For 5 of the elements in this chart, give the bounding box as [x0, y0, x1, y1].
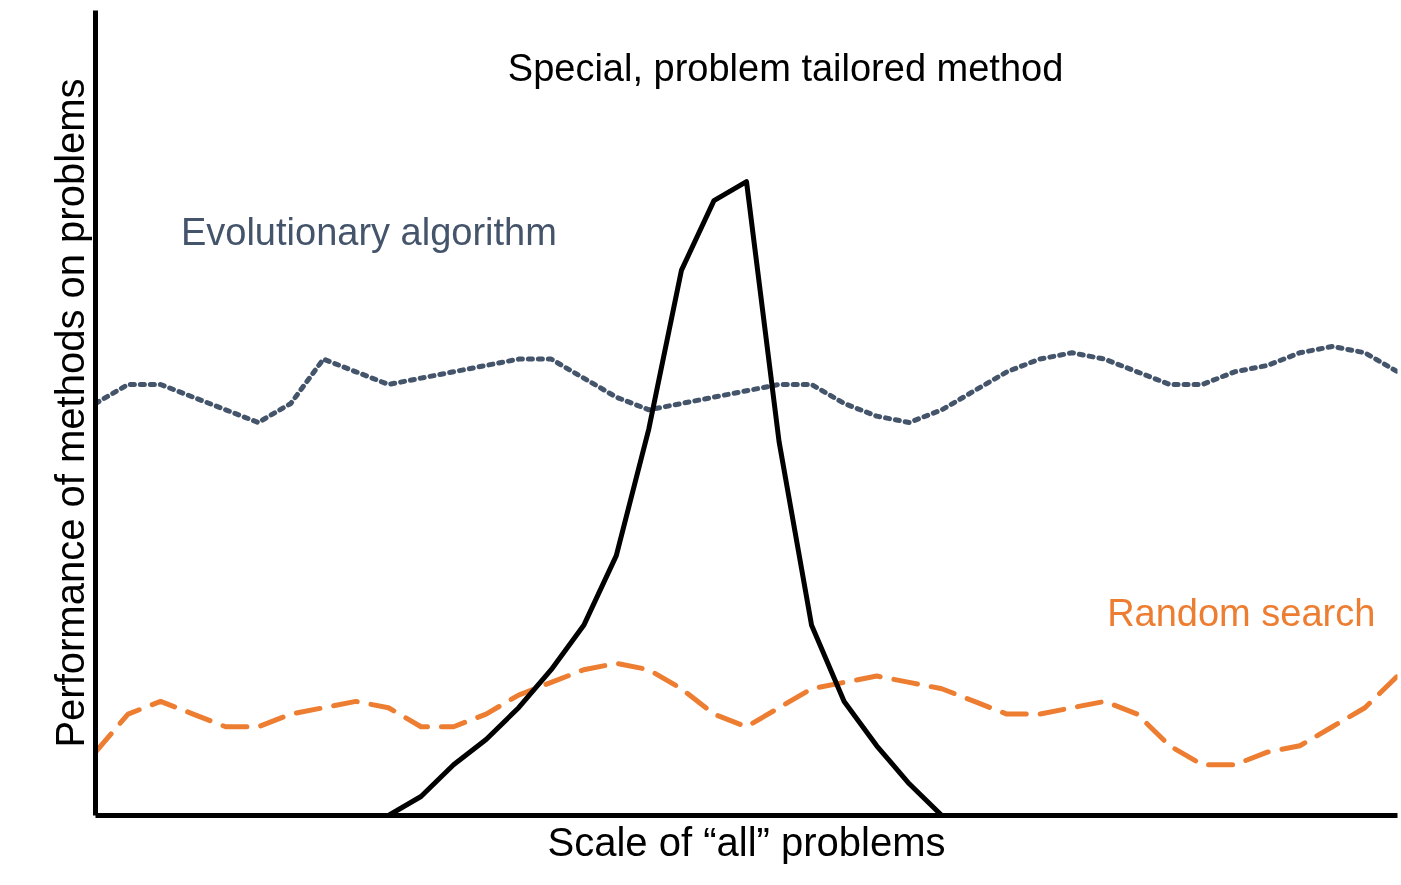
text: Special, problem tailored method [507, 46, 1064, 89]
x-axis-title: Scale of “all” problems [547, 819, 946, 864]
y-axis-title: Performance of methods on problems [47, 78, 92, 748]
text: Evolutionary algorithm [180, 211, 557, 254]
series-label: Random search [1107, 591, 1376, 634]
